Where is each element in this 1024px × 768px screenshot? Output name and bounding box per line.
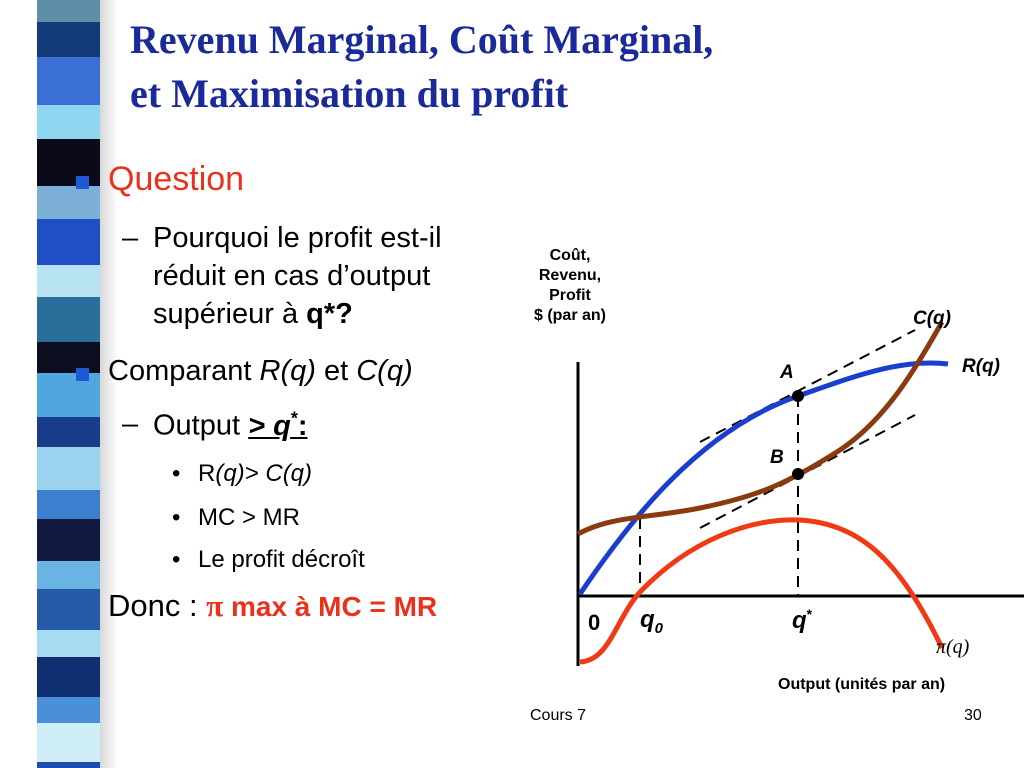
donc-line: Donc : π max à MC = MR [108, 588, 438, 623]
y-axis-label-line: Revenu, [538, 267, 602, 284]
decorative-stripe [37, 519, 110, 561]
decorative-stripe [37, 697, 110, 723]
decorative-shadow [100, 0, 118, 768]
decorative-stripe [37, 139, 110, 186]
origin-label: 0 [588, 610, 601, 635]
profit-curve-label: π(q) [936, 636, 970, 658]
decorative-stripe [37, 342, 110, 373]
sub-bullet-mc-mr: MC > MR [198, 504, 300, 531]
decorative-stripe [37, 447, 110, 490]
revenue-curve [577, 360, 949, 596]
decorative-stripe [37, 589, 110, 630]
y-axis-label-line: Coût, [549, 247, 591, 264]
square-bullet-icon [76, 368, 89, 381]
decorative-stripe [37, 762, 110, 768]
decorative-stripe [37, 723, 110, 762]
slide-title-line2: et Maximisation du profit [130, 71, 569, 116]
point-a-marker [792, 390, 804, 402]
cost-curve [576, 320, 945, 537]
dot-marker: • [172, 504, 181, 531]
footer-course: Cours 7 [530, 707, 587, 724]
decorative-stripe [37, 657, 110, 697]
decorative-stripe [37, 630, 110, 657]
y-axis-label: Coût, Revenu, Profit $ (par an) [525, 246, 615, 326]
dash-marker: – [122, 408, 139, 440]
decorative-stripe [37, 219, 110, 265]
x-axis-label: Output (unités par an) [778, 676, 946, 693]
sub-bullet-rq-cq: R(q)> C(q) [198, 460, 313, 487]
y-axis-label-line: Profit [549, 287, 591, 304]
tangent-line-cost [699, 414, 916, 529]
decorative-stripe [37, 186, 110, 219]
tangent-line-revenue [699, 329, 916, 443]
question-heading: Question [108, 160, 245, 198]
slide-title-line1: Revenu Marginal, Coût Marginal, [130, 17, 714, 62]
question-line1: Pourquoi le profit est-il [153, 222, 442, 254]
decorative-stripe [37, 22, 110, 57]
output-line: Output > q*: [153, 408, 308, 442]
sub-bullet-profit: Le profit décroît [198, 546, 365, 573]
point-b-label: B [770, 447, 784, 468]
point-b-marker [792, 468, 804, 480]
qstar-label: q* [792, 606, 813, 634]
cost-curve-label: C(q) [913, 308, 951, 329]
decorative-stripe-bar [0, 0, 115, 768]
footer-page-number: 30 [964, 707, 982, 724]
decorative-stripe [37, 417, 110, 447]
decorative-stripe [37, 373, 110, 417]
decorative-stripe [37, 297, 110, 342]
decorative-stripe [37, 0, 110, 22]
y-axis-label-line: $ (par an) [533, 307, 606, 324]
comparant-line: Comparant R(q) et C(q) [108, 355, 413, 387]
profit-curve [579, 517, 945, 665]
decorative-stripe [37, 105, 110, 139]
point-a-label: A [780, 362, 794, 383]
dash-marker: – [122, 222, 139, 254]
q0-label: q0 [640, 606, 664, 637]
decorative-stripe [37, 265, 110, 297]
revenue-curve-label: R(q) [962, 356, 1000, 377]
decorative-stripe [37, 57, 110, 105]
decorative-stripe-base [0, 0, 37, 768]
question-line2: réduit en cas d’output [153, 260, 431, 292]
dot-marker: • [172, 460, 181, 487]
decorative-stripe [37, 490, 110, 519]
question-line3: supérieur à q*? [153, 298, 353, 330]
dot-marker: • [172, 546, 181, 573]
square-bullet-icon [76, 176, 89, 189]
decorative-stripe [37, 561, 110, 589]
